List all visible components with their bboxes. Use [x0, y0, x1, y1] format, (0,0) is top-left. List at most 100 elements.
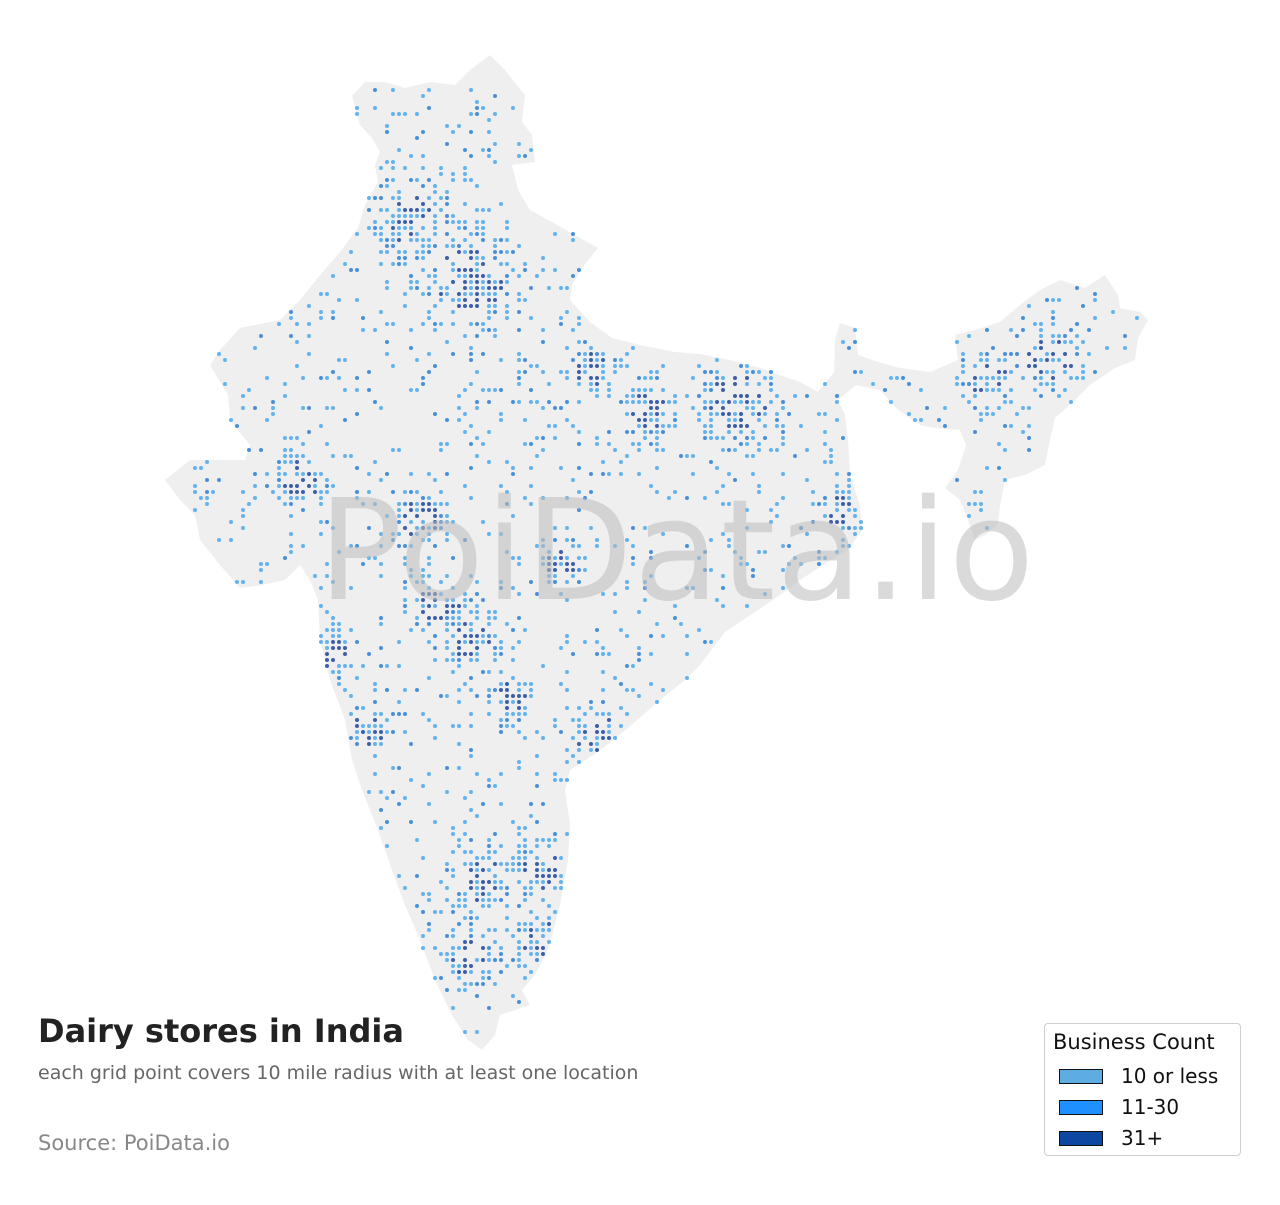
grid-point: [733, 448, 737, 452]
grid-point: [1015, 364, 1019, 368]
grid-point: [517, 370, 521, 374]
grid-point: [307, 406, 311, 410]
grid-point: [319, 310, 323, 314]
grid-point: [247, 448, 251, 452]
grid-point: [979, 376, 983, 380]
grid-point: [331, 274, 335, 278]
grid-point: [343, 418, 347, 422]
grid-point: [799, 424, 803, 428]
grid-point: [781, 586, 785, 590]
grid-point: [457, 226, 461, 230]
grid-point: [607, 388, 611, 392]
grid-point: [433, 268, 437, 272]
grid-point: [721, 586, 725, 590]
grid-point: [397, 640, 401, 644]
grid-point: [493, 292, 497, 296]
grid-point: [475, 106, 479, 110]
grid-point: [823, 442, 827, 446]
grid-point: [391, 448, 395, 452]
grid-point: [577, 376, 581, 380]
grid-point: [439, 322, 443, 326]
grid-point: [517, 880, 521, 884]
grid-point: [571, 424, 575, 428]
grid-point: [637, 646, 641, 650]
grid-point: [769, 382, 773, 386]
grid-point: [463, 652, 467, 656]
grid-point: [505, 712, 509, 716]
grid-point: [655, 406, 659, 410]
grid-point: [841, 502, 845, 506]
grid-point: [559, 646, 563, 650]
grid-point: [709, 388, 713, 392]
grid-point: [421, 238, 425, 242]
grid-point: [625, 586, 629, 590]
grid-point: [427, 292, 431, 296]
grid-point: [583, 364, 587, 368]
grid-point: [643, 586, 647, 590]
grid-point: [955, 478, 959, 482]
grid-point: [625, 688, 629, 692]
grid-point: [727, 400, 731, 404]
grid-point: [493, 112, 497, 116]
grid-point: [1135, 316, 1139, 320]
grid-point: [451, 832, 455, 836]
grid-point: [421, 784, 425, 788]
grid-point: [841, 436, 845, 440]
grid-point: [427, 178, 431, 182]
grid-point: [469, 862, 473, 866]
grid-point: [541, 496, 545, 500]
grid-point: [397, 766, 401, 770]
grid-point: [643, 376, 647, 380]
grid-point: [385, 220, 389, 224]
grid-point: [355, 724, 359, 728]
grid-point: [457, 268, 461, 272]
grid-point: [445, 292, 449, 296]
grid-point: [565, 760, 569, 764]
grid-point: [1027, 424, 1031, 428]
grid-point: [781, 568, 785, 572]
grid-point: [523, 892, 527, 896]
grid-point: [301, 406, 305, 410]
grid-point: [529, 442, 533, 446]
grid-point: [499, 970, 503, 974]
grid-point: [463, 238, 467, 242]
grid-point: [367, 736, 371, 740]
grid-point: [595, 382, 599, 386]
grid-point: [919, 388, 923, 392]
grid-point: [523, 838, 527, 842]
grid-point: [637, 610, 641, 614]
grid-point: [979, 388, 983, 392]
grid-point: [325, 562, 329, 566]
grid-point: [355, 376, 359, 380]
grid-point: [451, 262, 455, 266]
grid-point: [1063, 334, 1067, 338]
grid-point: [625, 412, 629, 416]
grid-point: [475, 580, 479, 584]
grid-point: [493, 652, 497, 656]
grid-point: [391, 220, 395, 224]
grid-point: [445, 532, 449, 536]
grid-point: [493, 784, 497, 788]
grid-point: [481, 856, 485, 860]
grid-point: [355, 640, 359, 644]
grid-point: [463, 916, 467, 920]
grid-point: [439, 166, 443, 170]
grid-point: [511, 646, 515, 650]
grid-point: [727, 502, 731, 506]
grid-point: [553, 538, 557, 542]
grid-point: [409, 520, 413, 524]
grid-point: [469, 838, 473, 842]
grid-point: [487, 298, 491, 302]
grid-point: [709, 400, 713, 404]
grid-point: [343, 688, 347, 692]
grid-point: [325, 646, 329, 650]
grid-point: [355, 268, 359, 272]
grid-point: [421, 526, 425, 530]
grid-point: [745, 454, 749, 458]
grid-point: [583, 370, 587, 374]
grid-point: [439, 880, 443, 884]
grid-point: [583, 556, 587, 560]
grid-point: [397, 802, 401, 806]
grid-point: [451, 1006, 455, 1010]
grid-point: [655, 418, 659, 422]
